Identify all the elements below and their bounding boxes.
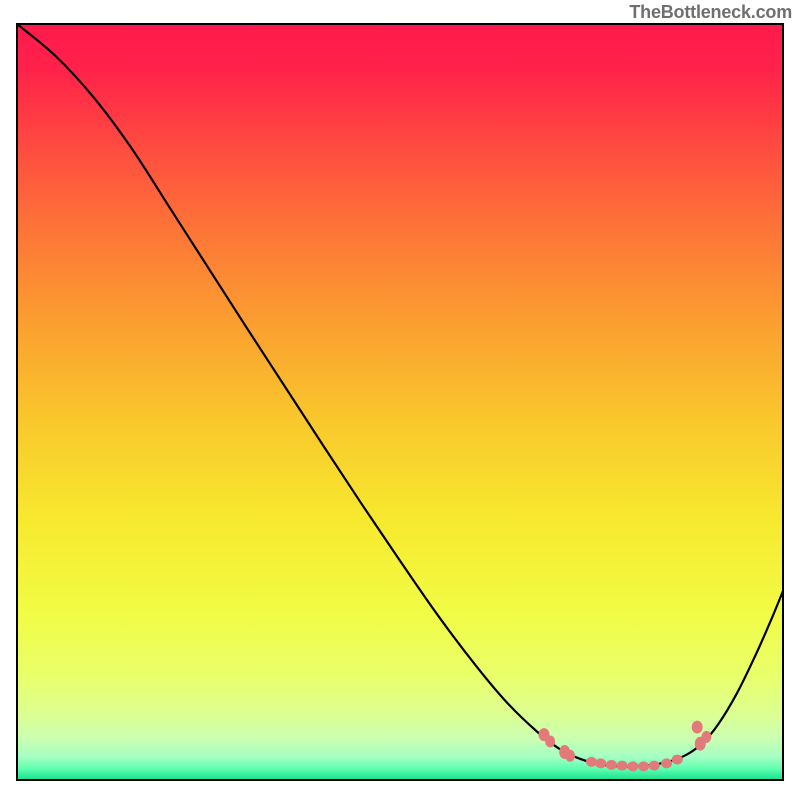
marker-point [627, 761, 638, 771]
marker-point [672, 755, 683, 765]
marker-point [606, 760, 617, 770]
marker-point [545, 735, 555, 747]
marker-point [661, 758, 672, 768]
marker-point [638, 761, 649, 771]
marker-point [565, 750, 575, 762]
watermark-text: TheBottleneck.com [629, 2, 792, 23]
marker-point [586, 757, 597, 767]
marker-point [692, 721, 703, 734]
marker-point [595, 758, 606, 768]
bottleneck-chart: TheBottleneck.com [0, 0, 800, 800]
chart-svg [0, 0, 800, 800]
marker-point [701, 731, 711, 743]
marker-point [617, 761, 628, 771]
marker-point [649, 761, 660, 771]
plot-background [17, 24, 783, 780]
